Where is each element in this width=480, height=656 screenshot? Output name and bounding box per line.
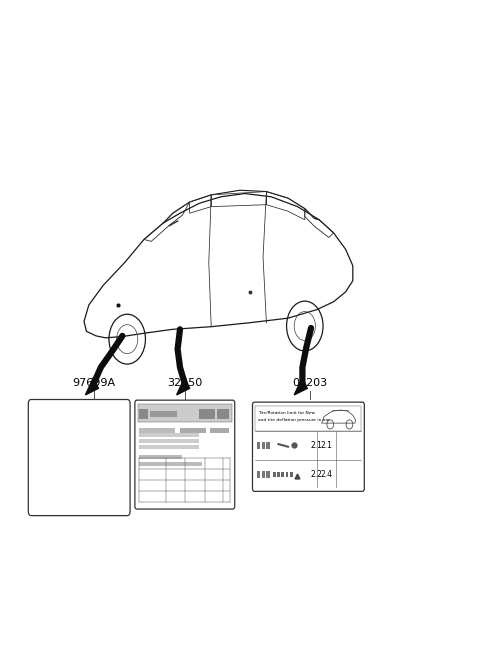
Bar xyxy=(150,411,177,417)
FancyBboxPatch shape xyxy=(135,400,235,509)
Bar xyxy=(139,439,199,443)
Text: 2.4: 2.4 xyxy=(321,470,333,479)
Bar xyxy=(180,428,206,433)
Text: 2.2: 2.2 xyxy=(311,470,323,479)
Bar xyxy=(281,472,284,477)
Bar xyxy=(139,409,148,419)
Bar xyxy=(255,406,361,431)
Bar xyxy=(277,472,280,477)
Bar xyxy=(257,442,260,449)
Polygon shape xyxy=(85,377,98,395)
Polygon shape xyxy=(294,377,307,395)
Text: 32450: 32450 xyxy=(167,379,203,388)
Bar xyxy=(217,409,229,419)
Bar xyxy=(290,472,293,477)
Polygon shape xyxy=(177,377,190,395)
Bar xyxy=(139,455,182,459)
Bar xyxy=(266,442,270,449)
Text: 97699A: 97699A xyxy=(72,379,115,388)
Text: 05203: 05203 xyxy=(292,379,327,388)
Bar xyxy=(286,472,288,477)
Text: and tire deflation pressure in bar: and tire deflation pressure in bar xyxy=(258,418,330,422)
Bar xyxy=(257,471,260,478)
Bar xyxy=(262,471,265,478)
Bar xyxy=(139,462,202,466)
Bar xyxy=(139,428,175,433)
Text: 2.1: 2.1 xyxy=(321,441,332,450)
FancyBboxPatch shape xyxy=(252,402,364,491)
Bar xyxy=(139,433,199,437)
Bar xyxy=(139,445,199,449)
FancyBboxPatch shape xyxy=(28,400,130,516)
Bar xyxy=(210,428,229,433)
Bar xyxy=(199,409,215,419)
Bar xyxy=(138,404,232,422)
Bar xyxy=(273,472,276,477)
Text: Tire/Rotation limit for New: Tire/Rotation limit for New xyxy=(258,411,315,415)
Bar xyxy=(262,442,265,449)
Bar xyxy=(266,471,270,478)
Text: 2.1: 2.1 xyxy=(311,441,323,450)
